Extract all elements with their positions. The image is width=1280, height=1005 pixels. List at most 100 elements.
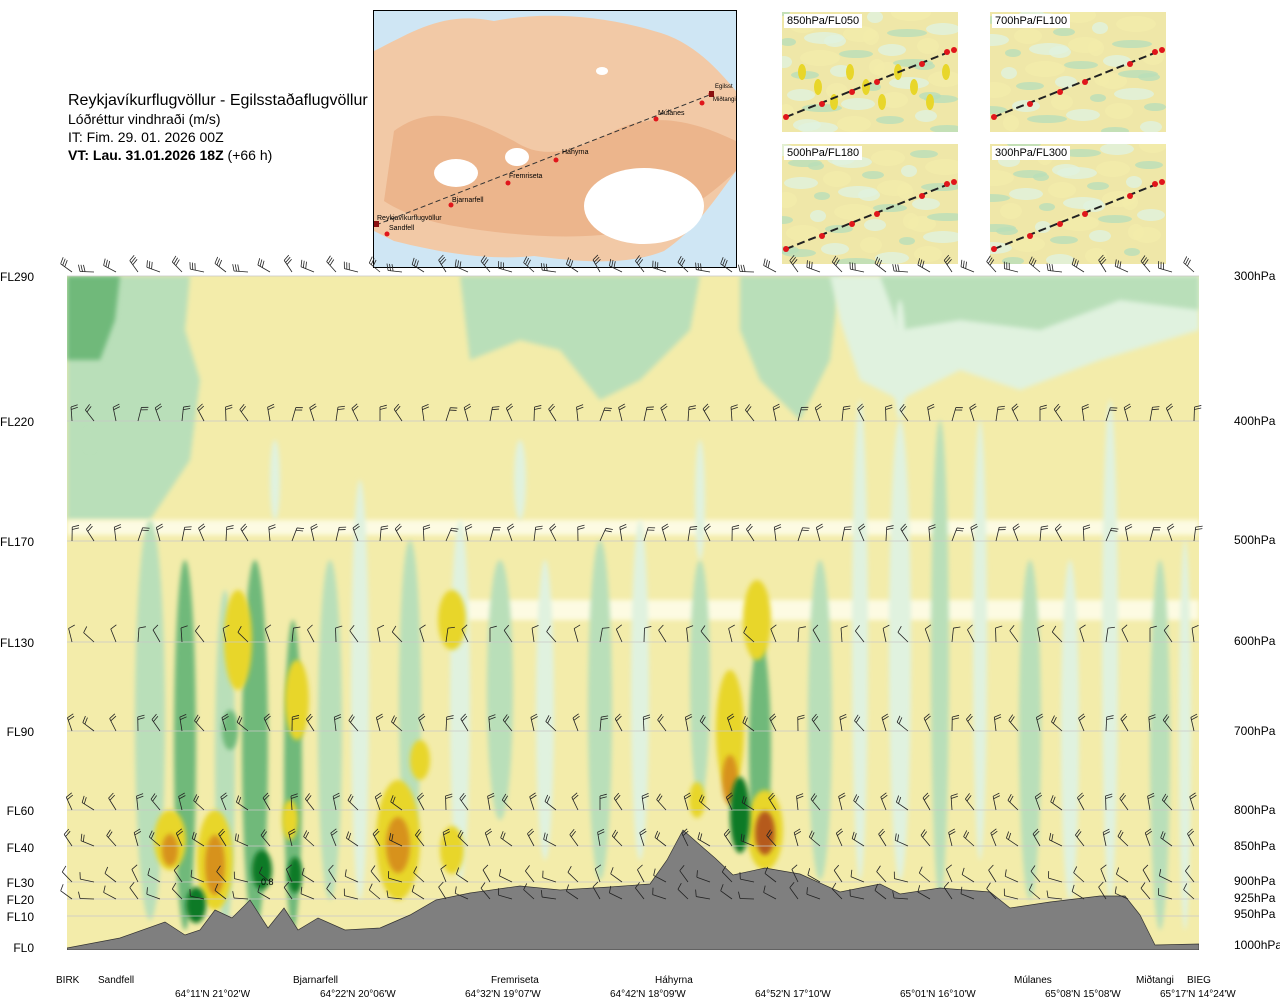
mini-map-field: [1135, 161, 1163, 169]
wind-barb: [544, 794, 557, 811]
wind-barb-shaft: [652, 267, 667, 273]
wind-barb-feather: [107, 831, 113, 838]
wind-barb-shaft: [413, 872, 425, 883]
wind-barb-shaft: [1158, 267, 1173, 273]
wind-barb-feather: [110, 715, 117, 722]
wind-barb-feather: [1051, 625, 1057, 633]
wind-barb-shaft: [894, 878, 909, 883]
wind-barb: [858, 523, 866, 542]
wind-barb: [988, 864, 997, 883]
wind-barb-feather: [344, 869, 347, 877]
wind-barb-feather: [1166, 403, 1172, 409]
mini-map-field: [914, 246, 942, 262]
mini-map-route: [993, 181, 1163, 250]
wind-barb-feather: [176, 828, 182, 834]
wind-barb: [681, 828, 689, 847]
wind-barb: [343, 888, 359, 900]
wind-barb-feather: [1119, 792, 1125, 799]
wind-barb-feather: [789, 254, 795, 261]
wind-barb-feather: [960, 886, 963, 894]
wind-barb-feather: [1083, 526, 1091, 530]
wind-barb-feather: [922, 831, 927, 838]
wind-barb: [838, 792, 846, 811]
wind-barb-feather: [886, 527, 894, 530]
wind-barb: [1121, 624, 1129, 643]
wind-barb-shaft: [388, 270, 403, 273]
wind-barb: [349, 624, 359, 643]
wind-barb: [1183, 883, 1195, 900]
mini-map-field: [875, 252, 909, 264]
wind-barb: [333, 714, 342, 732]
wind-barb: [1102, 828, 1111, 847]
wind-barb-feather: [815, 405, 823, 411]
wind-barb-feather: [491, 408, 500, 411]
wind-barb-feather: [194, 714, 199, 721]
wind-barb-feather: [368, 256, 373, 264]
wind-barb-feather: [969, 403, 976, 409]
wind-barb-shaft: [531, 628, 535, 643]
wind-barb-feather: [1007, 793, 1012, 801]
wind-barb-feather: [1056, 525, 1062, 532]
wind-barb-feather: [335, 625, 343, 629]
wind-barb-feather: [600, 717, 608, 720]
wind-barb-feather: [695, 889, 697, 897]
wind-barb-feather: [109, 794, 115, 801]
mini-map-field: [887, 29, 927, 37]
mini-map-graphic: [782, 12, 958, 132]
wind-barb-feather: [306, 795, 312, 802]
wind-barb-feather: [653, 868, 656, 876]
wind-barb-feather: [1151, 408, 1160, 411]
wind-barb-shaft: [1079, 628, 1085, 643]
wind-barb: [677, 882, 689, 900]
wind-barb: [725, 792, 734, 811]
wind-barb-feather: [1116, 867, 1120, 875]
wind-barb-feather: [987, 257, 993, 264]
wind-barb-feather: [485, 830, 493, 836]
wind-barb: [498, 888, 513, 900]
wind-barb-feather: [379, 404, 387, 408]
wind-barb-feather: [1071, 257, 1075, 265]
mini-map-field: [1090, 94, 1106, 102]
wind-barb: [1161, 793, 1173, 811]
wind-barb-feather: [768, 792, 774, 799]
wind-barb-feather: [482, 257, 487, 264]
wind-barb: [530, 713, 538, 732]
wind-barb-feather: [1008, 714, 1014, 721]
wind-barb-shaft: [546, 631, 557, 643]
wind-barb: [422, 524, 431, 542]
mini-map-point: [1057, 221, 1063, 227]
wind-barb: [881, 713, 889, 732]
mini-map-point: [1057, 89, 1063, 95]
wind-barb: [445, 407, 458, 422]
wind-barb: [1123, 403, 1132, 422]
wind-barb-feather: [352, 523, 359, 529]
wind-barb: [885, 525, 894, 542]
x-coord-label: 64°42'N 18°09'W: [610, 989, 686, 1000]
wind-barb: [1149, 406, 1160, 422]
wind-barb-feather: [395, 405, 401, 412]
wind-barb: [1028, 883, 1041, 900]
wind-barb-feather: [661, 405, 668, 411]
wind-barb-feather: [216, 865, 221, 872]
wind-barb: [189, 262, 205, 273]
wind-barb: [811, 713, 821, 732]
wind-barb-feather: [333, 795, 341, 800]
wind-barb-feather: [789, 881, 795, 888]
wind-barb: [216, 865, 227, 883]
wind-barb-shaft: [190, 876, 205, 883]
wind-barb-feather: [543, 832, 546, 840]
wind-barb: [740, 833, 755, 847]
wind-barb-feather: [108, 792, 114, 799]
wind-barb-shaft: [1009, 630, 1019, 643]
wind-barb: [195, 625, 205, 643]
wind-barb-feather: [855, 716, 861, 723]
wind-barb: [797, 527, 810, 542]
wind-barb: [773, 524, 782, 542]
wind-barb-feather: [1081, 404, 1089, 408]
wind-barb: [307, 624, 315, 643]
wind-barb-shaft: [721, 871, 733, 883]
wind-barb-feather: [197, 403, 203, 409]
wind-barb-feather: [943, 881, 950, 888]
wind-barb-feather: [1013, 525, 1020, 531]
wind-barb-feather: [225, 407, 233, 410]
